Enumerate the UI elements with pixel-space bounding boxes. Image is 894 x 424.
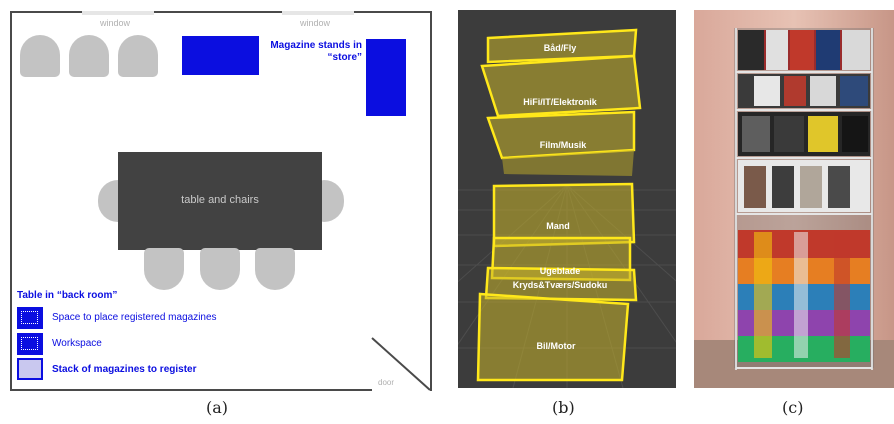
dotted-outline <box>21 311 38 324</box>
window-label-left: window <box>100 18 131 28</box>
magazine-stand-horizontal <box>182 36 259 75</box>
chair <box>20 35 60 77</box>
photo-illustration <box>694 10 894 388</box>
wall-top-right <box>354 11 432 13</box>
legend-swatch-workspace <box>17 333 43 355</box>
window-left <box>82 11 154 15</box>
caption-c: (c) <box>782 398 804 417</box>
door-label: door <box>378 378 395 387</box>
caption-a: (a) <box>206 398 229 417</box>
shelves <box>476 28 642 382</box>
legend-label: Space to place registered magazines <box>52 312 217 323</box>
legend-title: Table in “back room” <box>17 290 118 301</box>
shelf-label: Bil/Motor <box>537 341 576 351</box>
chair <box>69 35 109 77</box>
shelf-label: Kryds&Tværs/Sudoku <box>513 280 608 290</box>
store-label: Magazine stands in “store” <box>270 40 362 63</box>
shelf-mand <box>492 182 636 248</box>
shelf-bil-motor <box>476 292 630 382</box>
floor-plan-panel: window window Magazine stands in “store”… <box>0 0 440 400</box>
window-label-right: window <box>300 18 331 28</box>
magazine-rack-photo <box>694 10 894 388</box>
shelf-label: HiFi/IT/Elektronik <box>523 97 598 107</box>
window-right <box>282 11 354 15</box>
legend-swatch-registered-space <box>17 307 43 329</box>
table: table and chairs <box>118 152 322 250</box>
ar-shelf-view: Båd/Fly HiFi/IT/Elektronik Film/Musik Ma… <box>458 10 676 388</box>
shelf-label: Film/Musik <box>540 140 588 150</box>
shelf-label: Båd/Fly <box>544 43 577 53</box>
chair <box>118 35 158 77</box>
wall-top-middle <box>154 11 282 13</box>
chair <box>255 248 295 290</box>
shelf-label: Mand <box>546 221 570 231</box>
wall-bottom <box>10 389 372 391</box>
magazine-rows <box>738 30 870 362</box>
wall-right <box>430 11 432 391</box>
legend-swatch-stack <box>17 358 43 380</box>
legend-label: Stack of magazines to register <box>52 364 197 375</box>
chair <box>320 180 344 222</box>
wall-top-left <box>10 11 82 13</box>
shelf-film-drawer <box>502 150 634 176</box>
caption-b: (b) <box>552 398 575 417</box>
legend-label: Workspace <box>52 338 102 349</box>
magazine-stand-vertical <box>366 39 406 116</box>
shelf-kryds <box>484 266 638 302</box>
chair <box>144 248 184 290</box>
shelf-hifi <box>480 54 642 118</box>
wall-left <box>10 11 12 391</box>
dotted-outline <box>21 337 38 350</box>
shelf-film <box>486 110 636 160</box>
door-swing <box>371 337 431 391</box>
shelf-label: Ugeblade <box>540 266 581 276</box>
table-label: table and chairs <box>181 194 259 206</box>
chair <box>200 248 240 290</box>
